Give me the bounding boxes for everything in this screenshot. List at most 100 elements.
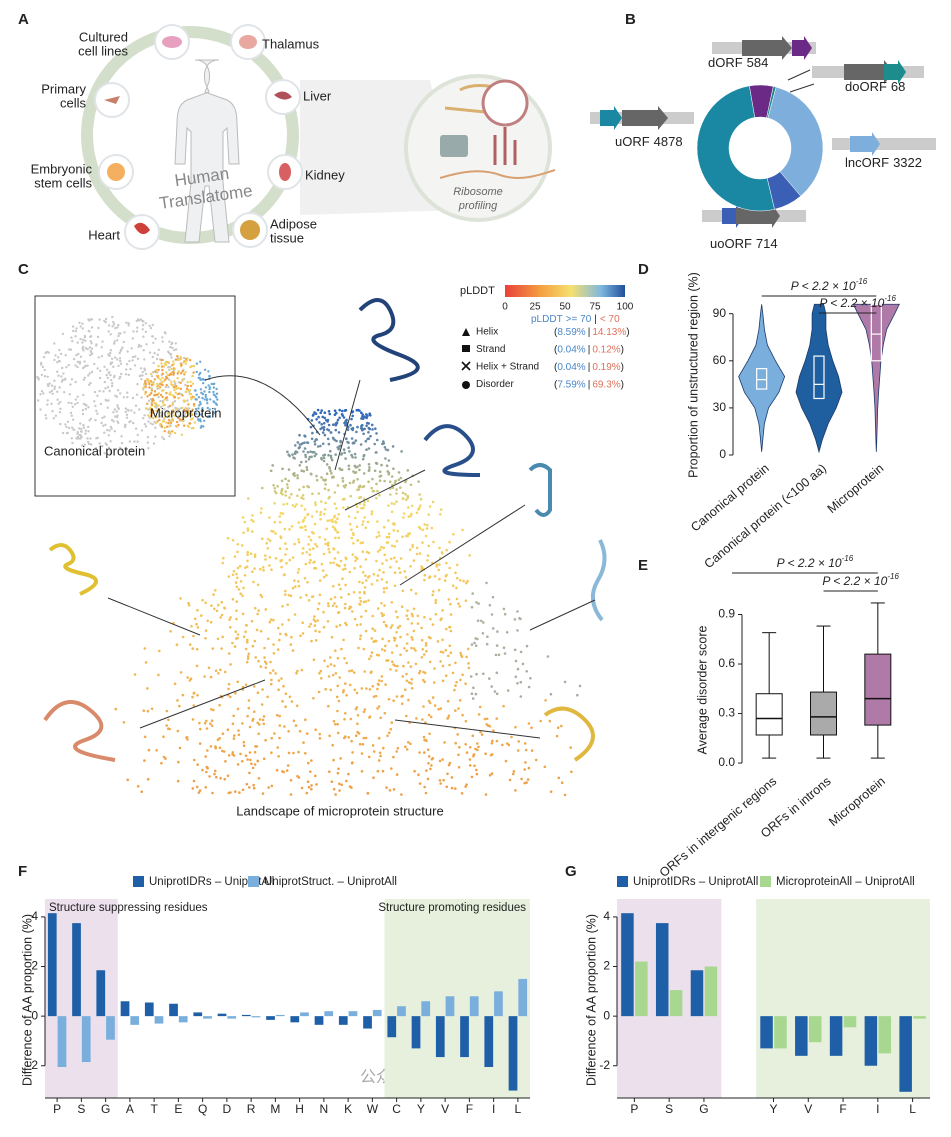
embedding-dot xyxy=(333,602,336,605)
embedding-dot xyxy=(405,748,409,751)
legend-row-label: Helix xyxy=(476,327,498,338)
embedding-dot xyxy=(563,793,567,797)
bar xyxy=(227,1016,237,1019)
inset-dot xyxy=(165,410,168,413)
embedding-dot xyxy=(343,657,346,660)
embedding-dot xyxy=(423,573,427,577)
embedding-dot xyxy=(292,456,295,459)
inset-dot xyxy=(215,392,219,395)
embedding-dot xyxy=(450,786,454,790)
embedding-dot xyxy=(333,502,337,506)
embedding-dot xyxy=(383,604,386,607)
embedding-dot xyxy=(227,652,231,655)
embedding-dot xyxy=(344,682,347,685)
embedding-dot xyxy=(454,661,457,665)
embedding-dot xyxy=(296,669,299,673)
embedding-dot xyxy=(472,753,476,757)
inset-dot xyxy=(72,329,75,333)
embedding-dot xyxy=(222,556,225,560)
embedding-dot xyxy=(259,593,263,597)
embedding-dot xyxy=(412,647,416,650)
inset-dot xyxy=(117,334,120,338)
embedding-dot xyxy=(422,678,425,682)
inset-dot xyxy=(62,372,65,375)
inset-dot xyxy=(213,394,217,397)
inset-dot xyxy=(172,411,175,414)
inset-dot xyxy=(52,417,56,420)
embedding-dot xyxy=(327,704,330,708)
embedding-dot xyxy=(440,551,444,554)
inset-dot xyxy=(102,424,105,427)
bar xyxy=(96,970,106,1017)
panel-label: E xyxy=(638,557,648,574)
embedding-dot xyxy=(370,651,374,654)
inset-dot xyxy=(72,357,76,361)
inset-dot xyxy=(160,414,163,417)
embedding-dot xyxy=(196,694,199,697)
embedding-dot xyxy=(471,697,475,700)
inset-dot xyxy=(144,425,148,428)
embedding-dot xyxy=(334,521,338,524)
inset-dot xyxy=(203,419,206,422)
y-axis-label: Average disorder score xyxy=(695,625,709,754)
embedding-dot xyxy=(382,525,386,529)
embedding-dot xyxy=(314,501,317,504)
embedding-dot xyxy=(241,612,245,616)
embedding-dot xyxy=(290,635,293,639)
inset-dot xyxy=(95,344,98,347)
embedding-dot xyxy=(372,750,376,753)
inset-dot xyxy=(156,420,159,423)
inset-dot xyxy=(178,418,182,421)
embedding-dot xyxy=(363,586,367,589)
embedding-dot xyxy=(188,679,192,682)
embedding-dot xyxy=(253,710,256,713)
inset-dot xyxy=(82,402,86,406)
embedding-dot xyxy=(272,618,275,622)
embedding-dot xyxy=(315,478,319,482)
embedding-dot xyxy=(204,755,207,758)
inset-dot xyxy=(193,395,196,399)
embedding-dot xyxy=(415,511,419,515)
embedding-dot xyxy=(363,504,366,507)
inset-dot xyxy=(74,329,78,333)
inset-dot xyxy=(199,420,202,423)
inset-dot xyxy=(66,431,69,435)
inset-dot xyxy=(114,415,117,418)
embedding-dot xyxy=(277,679,281,682)
embedding-dot xyxy=(181,635,185,639)
bar xyxy=(795,1016,808,1056)
embedding-dot xyxy=(313,454,317,458)
embedding-dot xyxy=(181,693,185,697)
tissue-label: Cultured xyxy=(79,29,128,44)
inset-dot xyxy=(108,389,111,393)
inset-dot xyxy=(42,355,46,359)
bar xyxy=(411,1016,421,1049)
embedding-dot xyxy=(549,790,553,793)
embedding-dot xyxy=(359,600,363,603)
inset-dot xyxy=(160,358,163,362)
embedding-dot xyxy=(221,732,225,735)
embedding-dot xyxy=(297,568,301,571)
embedding-dot xyxy=(353,688,357,692)
embedding-dot xyxy=(351,532,355,535)
inset-dot xyxy=(213,400,216,404)
inset-dot xyxy=(62,391,66,394)
embedding-dot xyxy=(283,527,287,531)
embedding-dot xyxy=(263,646,266,650)
embedding-dot xyxy=(293,472,296,475)
embedding-dot xyxy=(424,644,428,647)
inset-dot xyxy=(150,384,154,387)
embedding-dot xyxy=(485,717,489,721)
embedding-dot xyxy=(364,574,367,577)
panel-label: G xyxy=(565,863,577,880)
embedding-dot xyxy=(354,707,358,711)
inset-dot xyxy=(150,375,154,378)
embedding-dot xyxy=(231,597,235,601)
inset-dot xyxy=(152,361,155,365)
x-tick-label: E xyxy=(174,1102,182,1116)
embedding-dot xyxy=(214,589,217,592)
embedding-dot xyxy=(345,779,348,783)
inset-dot xyxy=(98,389,101,393)
embedding-dot xyxy=(390,544,394,548)
embedding-dot xyxy=(313,560,316,564)
